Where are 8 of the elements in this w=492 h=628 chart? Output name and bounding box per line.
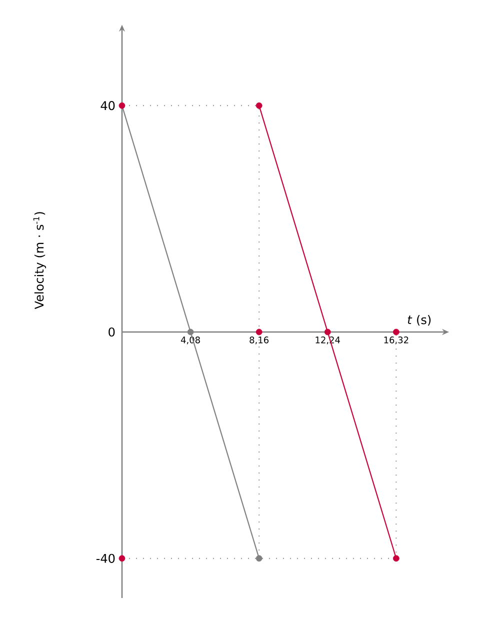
x-axis-title: t (s) [408, 314, 431, 326]
y-tick-label: 0 [108, 327, 115, 337]
x-tick-label: 8,16 [250, 336, 269, 344]
x-tick-label: 4,08 [180, 336, 200, 344]
y-tick-label: 40 [100, 101, 115, 110]
y-tick-label: -40 [96, 554, 115, 563]
x-tick-label: 16,32 [384, 336, 408, 344]
y-axis-title: Velocity (m · s$^{-1}$) [33, 212, 46, 310]
